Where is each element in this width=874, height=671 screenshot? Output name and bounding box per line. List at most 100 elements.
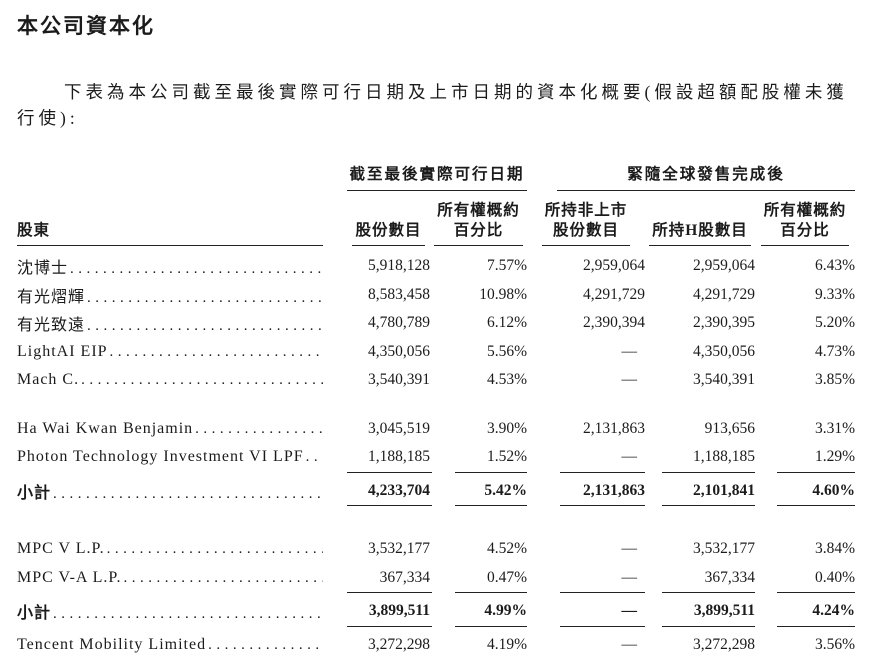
value-cell: 3.85% [814,371,856,389]
shareholder-name-cell: Photon Technology Investment VI LPF [17,443,347,472]
capitalization-table: 截至最後實際可行日期 緊隨全球發售完成後 股東 股份數目 [17,159,856,660]
value-cell: 7.57% [486,257,528,275]
shareholder-name: Photon Technology Investment VI LPF [17,448,304,466]
value-cell: 1.29% [814,448,856,466]
dot-leader [304,449,323,466]
value-cell: 2,131,863 [583,481,646,499]
shareholder-name-cell: 小計 [17,477,347,506]
shareholder-column-header: 股東 [17,201,323,246]
value-cell: — [621,371,638,389]
value-cell: — [621,448,638,466]
table-row: 沈博士 5,918,128 7.57% 2,959,064 2,959,064 6.43% [17,252,855,281]
value-cell: 4.53% [486,371,528,389]
column-header-shares: 股份數目 [352,201,425,246]
horizontal-rule [777,505,856,506]
shareholder-name-cell: Ha Wai Kwan Benjamin [17,415,347,444]
value-cell: 2,959,064 [693,257,756,275]
shareholder-name: 小計 [17,484,52,502]
table-row: MPC V-A L.P. 367,334 0.47% — 367,334 0.40% [17,564,855,593]
table-row: Photon Technology Investment VI LPF 1,188… [17,443,855,472]
spacer-row [17,510,855,535]
value-cell: — [621,602,638,620]
value-cell: 1.52% [486,448,528,466]
value-cell: 2,131,863 [583,419,646,437]
horizontal-rule [347,592,432,593]
value-cell: 3.90% [486,419,528,437]
page-title: 本公司資本化 [17,14,155,38]
table-row: Ha Wai Kwan Benjamin 3,045,519 3.90% 2,131,… [17,415,855,444]
value-cell: 4,780,789 [368,314,430,332]
horizontal-rule [560,471,646,473]
value-cell: — [621,568,638,586]
shareholder-name: 沈博士 [17,260,69,278]
table-row: Mach C. 3,540,391 4.53% — 3,540,391 3.85% [17,366,855,395]
value-cell: 4,350,056 [368,342,430,360]
value-cell: 3,532,177 [368,540,430,558]
dot-leader [51,606,323,623]
value-cell: 0.47% [486,568,528,586]
value-cell: 2,101,841 [693,481,756,499]
value-cell: 3,272,298 [693,635,756,653]
subtotal-rule-row [17,505,856,510]
shareholder-name-cell: MPC V L.P. [17,535,347,564]
value-cell: 913,656 [704,419,756,437]
shareholder-name: 小計 [17,605,52,623]
horizontal-rule [662,505,756,506]
dot-leader [122,570,324,587]
horizontal-rule [455,505,528,506]
group-header-after-global-offering: 緊隨全球發售完成後 [557,162,856,191]
value-cell: 1,188,185 [693,448,756,466]
shareholder-name-cell: LightAI EIP [17,338,347,367]
shareholder-name: 有光熠輝 [17,288,86,306]
table-row: 有光熠輝 8,583,458 10.98% 4,291,729 4,291,729 9.3… [17,281,855,310]
value-cell: 2,390,394 [583,314,646,332]
subtotal-row: 小計 3,899,511 4.99% — 3,899,511 4.24% [17,597,855,626]
value-cell: 0.40% [814,568,856,586]
value-cell: 3.56% [814,635,856,653]
value-cell: 1,188,185 [368,448,430,466]
shareholder-name: Tencent Mobility Limited [17,635,207,653]
shareholder-name-cell: 沈博士 [17,252,347,281]
column-header-ownership-pct: 所有權概約 百分比 [434,201,523,246]
group-header-row: 截至最後實際可行日期 緊隨全球發售完成後 [17,159,856,191]
shareholder-name-cell: 小計 [17,597,347,626]
horizontal-rule [560,592,646,593]
shareholder-name-cell: MPC V-A L.P. [17,564,347,593]
value-cell: 3,899,511 [368,602,430,620]
dot-leader [51,486,323,503]
shareholder-name-cell: Tencent Mobility Limited [17,631,347,660]
table-row: LightAI EIP 4,350,056 5.56% — 4,350,056 4.73% [17,338,855,367]
shareholder-name: 有光致遠 [17,317,86,335]
horizontal-rule [777,592,856,593]
value-cell: 10.98% [479,285,528,303]
dot-leader [206,637,323,654]
value-cell: 2,390,395 [693,314,756,332]
horizontal-rule [455,471,528,473]
column-header-row: 股東 股份數目 所有權概約 百分比 [17,191,855,246]
spacer-row [17,395,855,415]
horizontal-rule [662,592,756,593]
value-cell: 3,532,177 [693,540,756,558]
value-cell: 5.20% [814,314,856,332]
value-cell: 4.19% [486,635,528,653]
value-cell: 3,272,298 [368,635,430,653]
table-row: Tencent Mobility Limited 3,272,298 4.19% — 3… [17,631,855,660]
subtotal-row: 小計 4,233,704 5.42% 2,131,863 2,101,841 4.60% [17,477,855,506]
column-header-unlisted-shares: 所持非上市 股份數目 [541,201,631,246]
intro-line-1: 下表為本公司截至最後實際可行日期及上市日期的資本化概要(假設超額配股權未獲 [64,82,848,102]
value-cell: — [621,635,638,653]
value-cell: 4.60% [812,481,856,499]
shareholder-name-cell: Mach C. [17,366,347,395]
subtotal-rule-row [17,471,856,477]
shareholder-name-cell: 有光致遠 [17,309,347,338]
group-header-latest-practicable-date: 截至最後實際可行日期 [347,162,528,191]
dot-leader [193,421,323,438]
value-cell: 5,918,128 [368,257,430,275]
column-header-h-shares: 所持H股數目 [649,201,751,246]
value-cell: 3,045,519 [368,419,430,437]
value-cell: 5.56% [486,342,528,360]
value-cell: 3,540,391 [693,371,756,389]
value-cell: 4,233,704 [368,481,430,499]
intro-paragraph: 下表為本公司截至最後實際可行日期及上市日期的資本化概要(假設超額配股權未獲 行使… [17,79,857,131]
